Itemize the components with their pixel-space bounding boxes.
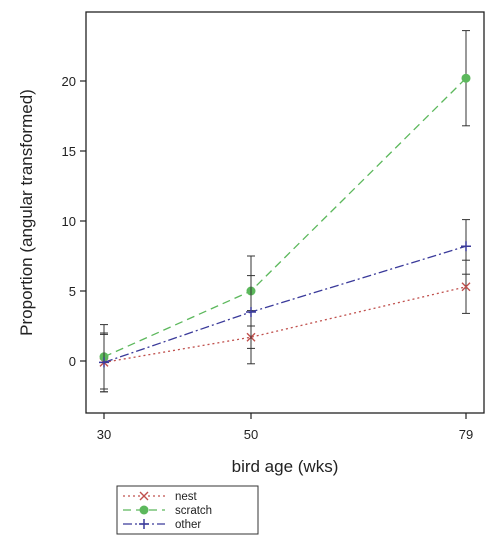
x-tick-label: 30 (97, 427, 111, 442)
legend-label: nest (175, 491, 198, 503)
legend-label: scratch (175, 505, 212, 517)
series-nest (99, 259, 471, 393)
x-tick-label: 50 (244, 427, 258, 442)
series-other (99, 219, 471, 390)
series-line (103, 286, 467, 364)
y-tick-label: 20 (62, 74, 76, 89)
y-axis-label: Proportion (angular transformed) (17, 89, 36, 336)
data-point-marker (139, 519, 149, 529)
data-point-marker (461, 282, 471, 292)
x-axis-label: bird age (wks) (232, 457, 339, 476)
legend-item-other: other (123, 519, 201, 531)
data-point-marker (99, 357, 109, 368)
x-tick-label: 79 (459, 427, 473, 442)
series-scratch (99, 30, 471, 393)
series-line (103, 77, 467, 358)
legend: nest scratch other (116, 485, 259, 535)
data-point-marker (139, 505, 149, 515)
data-point-marker (246, 307, 256, 317)
data-point-marker (139, 491, 149, 501)
axes: 0 5 10 15 20 30 50 79 bird age (wks) Proportion (… (17, 11, 485, 476)
data-point-marker (461, 241, 471, 252)
y-tick-label: 5 (69, 284, 76, 299)
data-point-marker (461, 73, 471, 83)
legend-label: other (175, 519, 201, 531)
legend-item-nest: nest (123, 491, 198, 503)
plot-frame (85, 11, 485, 414)
y-tick-label: 10 (62, 214, 76, 229)
legend-item-scratch: scratch (123, 505, 212, 517)
y-tick-label: 15 (62, 144, 76, 159)
series-line (103, 245, 467, 364)
y-tick-label: 0 (69, 354, 76, 369)
plot-area (99, 30, 471, 393)
